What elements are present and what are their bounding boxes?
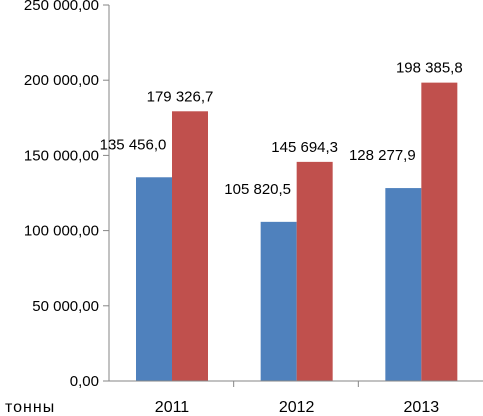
- y-tick-label: 0,00: [70, 373, 99, 390]
- bar: [260, 221, 297, 381]
- data-label: 198 385,8: [396, 60, 463, 77]
- y-axis: 0,00 50 000,00 100 000,00 150 000,00 200 000…: [24, 0, 110, 390]
- y-tick-label: 150 000,00: [24, 147, 99, 164]
- data-label: 179 326,7: [147, 88, 214, 105]
- data-label: 145 694,3: [271, 139, 338, 156]
- plot-area: [136, 82, 458, 382]
- bar: [136, 177, 172, 381]
- bar: [296, 161, 333, 381]
- unit-label: тонны: [5, 399, 55, 416]
- y-tick-label: 200 000,00: [24, 72, 99, 89]
- y-tick-label: 250 000,00: [24, 0, 99, 14]
- y-tick-label: 100 000,00: [24, 223, 99, 240]
- data-label: 128 277,9: [349, 147, 416, 164]
- bar: [421, 82, 458, 382]
- x-axis: тонны 2011 2012 2013: [5, 380, 483, 416]
- x-tick-label: 2012: [279, 399, 315, 416]
- y-tick-label: 50 000,00: [32, 298, 99, 315]
- data-label: 105 820,5: [224, 181, 291, 198]
- bar: [385, 188, 422, 381]
- data-labels: 135 456,0 179 326,7 105 820,5 145 694,3 128 …: [100, 60, 463, 198]
- x-tick-label: 2011: [155, 399, 190, 416]
- bar: [172, 111, 208, 382]
- x-tick-label: 2013: [404, 399, 440, 416]
- data-label: 135 456,0: [100, 136, 167, 153]
